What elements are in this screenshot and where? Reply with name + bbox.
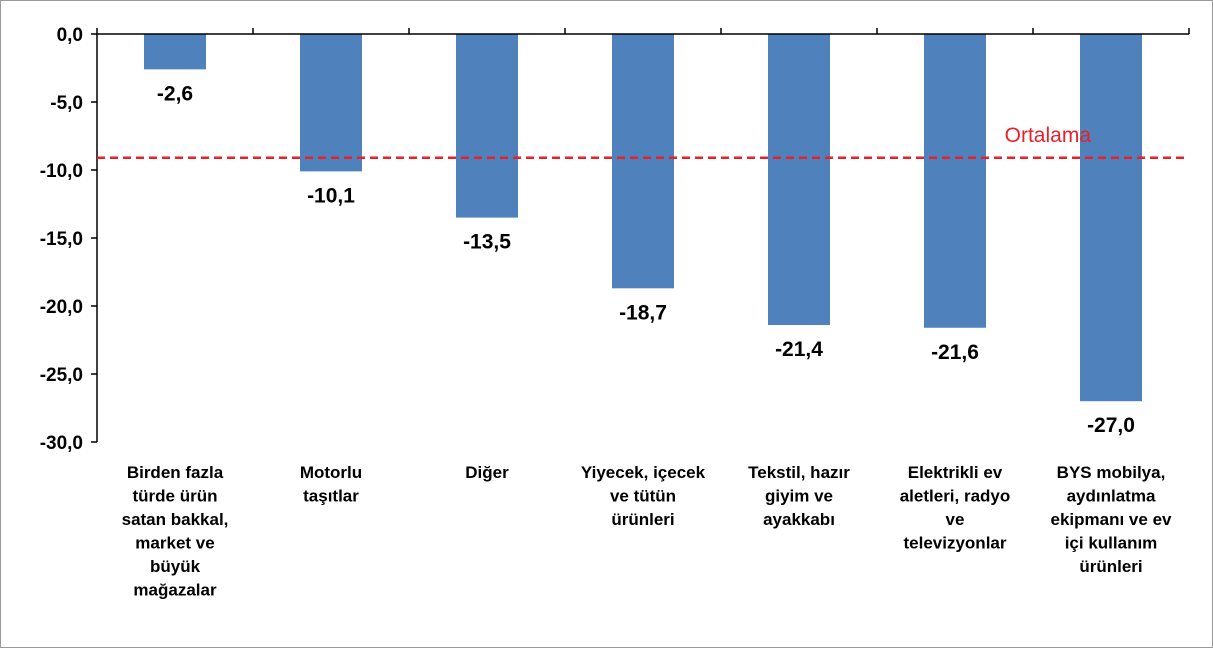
category-label-line: mağazalar (133, 581, 217, 600)
category-label-line: içi kullanım (1065, 534, 1158, 553)
category-label: Birden fazla türde ürün satan bakkal, marke… (122, 463, 229, 600)
category-label-line: televizyonlar (904, 534, 1007, 553)
data-label: -13,5 (463, 231, 511, 254)
category-label-line: türde ürün (133, 487, 218, 506)
bars-group (144, 34, 1142, 402)
data-label: -21,6 (931, 341, 979, 364)
category-label-line: aydınlatma (1067, 487, 1156, 506)
category-label-line: ürünleri (611, 510, 674, 529)
bar (1080, 34, 1142, 402)
data-label: -18,7 (619, 301, 667, 324)
category-label: Motorlu taşıtlar (300, 463, 362, 506)
y-tick-label: 0,0 (57, 25, 83, 46)
category-label-line: büyük (150, 557, 201, 576)
category-label-line: BYS mobilya, (1057, 463, 1166, 482)
category-label-line: Yiyecek, içecek (581, 463, 706, 482)
category-label-line: ekipmanı ve ev (1051, 510, 1173, 529)
data-label: -21,4 (775, 338, 823, 361)
category-label-line: satan bakkal, (122, 510, 229, 529)
labels-group: -2,6 -10,1 -13,5 -18,7 -21,4 -21,6 -27,0 Birden… (122, 82, 1172, 599)
category-label-line: ayakkabı (763, 510, 835, 529)
average-line-label: Ortalama (1005, 124, 1092, 147)
bar (300, 34, 362, 172)
category-label-line: ve tütün (610, 487, 676, 506)
y-tick-label: -20,0 (40, 297, 83, 318)
axes-group: 0,0 -5,0 -10,0 -15,0 -20,0 -25,0 -30,0 (40, 25, 1190, 454)
category-label: BYS mobilya, aydınlatma ekipmanı ve ev içi … (1051, 463, 1173, 576)
category-label-line: aletleri, radyo (900, 487, 1011, 506)
y-tick-label: -10,0 (40, 161, 83, 182)
category-label: Tekstil, hazır giyim ve ayakkabı (748, 463, 850, 529)
category-label-line: Motorlu (300, 463, 362, 482)
category-label: Elektrikli ev aletleri, radyo ve televizyon… (900, 463, 1011, 553)
category-label-line: Birden fazla (127, 463, 224, 482)
category-label-line: ve (946, 510, 965, 529)
bar (144, 34, 206, 70)
category-label-line: Diğer (465, 463, 509, 482)
y-tick-label: -15,0 (40, 229, 83, 250)
category-label-line: giyim ve (765, 487, 833, 506)
y-tick-label: -5,0 (50, 93, 83, 114)
y-tick-label: -30,0 (40, 433, 83, 454)
category-label-line: Tekstil, hazır (748, 463, 850, 482)
data-label: -27,0 (1087, 414, 1135, 437)
bar (768, 34, 830, 326)
category-label-line: taşıtlar (303, 487, 359, 506)
average-line-group: Ortalama (97, 124, 1189, 160)
category-label: Diğer (465, 463, 509, 482)
y-tick-label: -25,0 (40, 365, 83, 386)
category-label-line: market ve (135, 534, 214, 553)
category-label: Yiyecek, içecek ve tütün ürünleri (581, 463, 706, 529)
category-label-line: Elektrikli ev (908, 463, 1003, 482)
data-label: -2,6 (157, 82, 193, 105)
category-label-line: ürünleri (1079, 557, 1142, 576)
bar (456, 34, 518, 218)
bar (612, 34, 674, 289)
data-label: -10,1 (307, 184, 355, 207)
bar (924, 34, 986, 328)
